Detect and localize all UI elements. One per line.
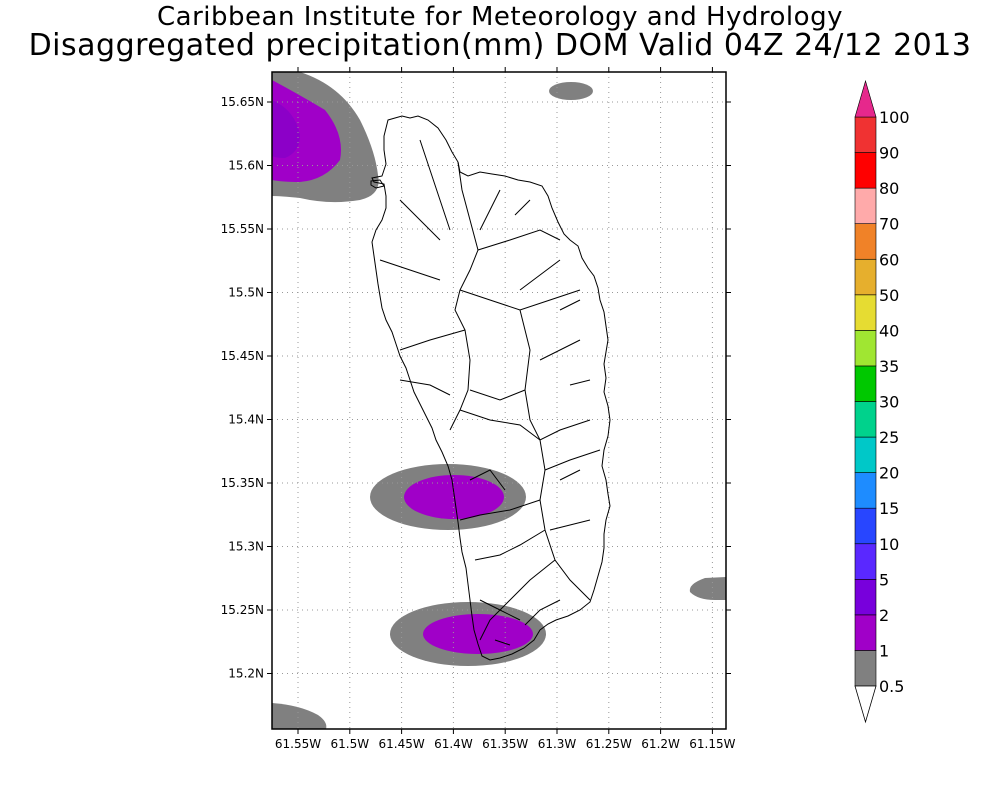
parish-boundary-2 xyxy=(477,229,561,251)
colorbar-box xyxy=(854,258,877,296)
colorbar-label: 35 xyxy=(879,357,899,376)
lon-label: 61.3W xyxy=(538,737,577,751)
colorbar-box xyxy=(854,330,877,367)
lon-label: 61.25W xyxy=(586,737,632,751)
lat-label: 15.2N xyxy=(228,667,264,681)
colorbar-label: 30 xyxy=(879,393,899,412)
axis-ticks xyxy=(267,67,731,734)
parish-boundary-7 xyxy=(459,409,591,601)
coastline xyxy=(371,115,611,661)
colorbar-label: 50 xyxy=(879,286,899,305)
colorbar-box xyxy=(854,472,877,509)
colorbar-label: 5 xyxy=(879,570,889,589)
colorbar-box xyxy=(854,579,877,616)
precip-area-grey-top xyxy=(549,82,593,100)
colorbar-top-arrow xyxy=(854,79,877,118)
colorbar-label: 1 xyxy=(879,641,889,660)
colorbar-box xyxy=(854,543,877,580)
small-islet xyxy=(370,179,385,189)
colorbar-label: 90 xyxy=(879,144,899,163)
lat-label: 15.5N xyxy=(228,286,264,300)
colorbar-box xyxy=(854,223,877,260)
title-institute: Caribbean Institute for Meteorology and … xyxy=(157,2,843,32)
colorbar-label: 15 xyxy=(879,499,899,518)
precip-area-grey-east xyxy=(689,577,726,600)
longitude-labels: 61.55W 61.5W 61.45W 61.4W 61.35W 61.3W 61.25W 6… xyxy=(275,737,736,751)
colorbar-box xyxy=(854,436,877,473)
gridlines xyxy=(272,72,726,729)
colorbar-label: 100 xyxy=(879,108,910,127)
precip-area-purple-nw xyxy=(272,80,341,182)
lat-label: 15.65N xyxy=(221,95,264,109)
colorbar-box xyxy=(854,365,877,402)
lat-label: 15.45N xyxy=(221,349,264,363)
parish-boundary-5 xyxy=(399,329,466,351)
colorbar-bottom-arrow xyxy=(854,685,877,724)
parish-boundary-8 xyxy=(544,449,601,471)
lat-label: 15.3N xyxy=(228,540,264,554)
parish-boundary-1 xyxy=(449,161,479,431)
lat-label: 15.25N xyxy=(221,603,264,617)
colorbar-label: 70 xyxy=(879,215,899,234)
colorbar-box xyxy=(854,401,877,438)
title-product: Disaggregated precipitation(mm) DOM Vali… xyxy=(28,28,972,63)
latitude-labels: 15.65N 15.6N 15.55N 15.5N 15.45N 15.4N 15.35N 1… xyxy=(221,95,264,681)
lat-label: 15.4N xyxy=(228,413,264,427)
parish-boundary-10 xyxy=(474,529,546,561)
colorbar-label: 20 xyxy=(879,464,899,483)
colorbar-label: 25 xyxy=(879,428,899,447)
precip-shading xyxy=(272,72,726,729)
colorbar-label: 10 xyxy=(879,535,899,554)
colorbar-label: 40 xyxy=(879,321,899,340)
colorbar-label: 80 xyxy=(879,179,899,198)
parish-boundary-11 xyxy=(479,559,556,641)
colorbar-box xyxy=(854,614,877,651)
river-network-central xyxy=(399,339,591,531)
map-frame xyxy=(271,71,727,730)
parish-boundary-6 xyxy=(469,389,526,401)
river-network-north xyxy=(379,139,581,311)
precip-area-grey-sw xyxy=(272,703,327,729)
colorbar-box xyxy=(854,294,877,331)
lon-label: 61.4W xyxy=(434,737,473,751)
colorbar-label: 0.5 xyxy=(879,677,904,696)
island-outline xyxy=(370,115,611,661)
colorbar-box xyxy=(854,152,877,189)
precip-area-core-nw xyxy=(272,100,300,158)
parish-boundary-4 xyxy=(519,309,591,441)
parish-boundary-9 xyxy=(459,499,541,521)
lat-label: 15.35N xyxy=(221,476,264,490)
precip-area-purple-south xyxy=(423,614,533,654)
lon-label: 61.2W xyxy=(641,737,680,751)
colorbar-label: 60 xyxy=(879,250,899,269)
lon-label: 61.45W xyxy=(378,737,424,751)
lon-label: 61.15W xyxy=(689,737,735,751)
colorbar-box xyxy=(854,650,877,687)
colorbar-box xyxy=(854,116,877,153)
lat-label: 15.6N xyxy=(228,159,264,173)
lon-label: 61.5W xyxy=(331,737,370,751)
river-network-south xyxy=(469,469,561,646)
lat-label: 15.55N xyxy=(221,222,264,236)
lon-label: 61.35W xyxy=(482,737,528,751)
colorbar-label: 2 xyxy=(879,606,889,625)
colorbar-box xyxy=(854,187,877,224)
lon-label: 61.55W xyxy=(275,737,321,751)
colorbar-box xyxy=(854,507,877,545)
